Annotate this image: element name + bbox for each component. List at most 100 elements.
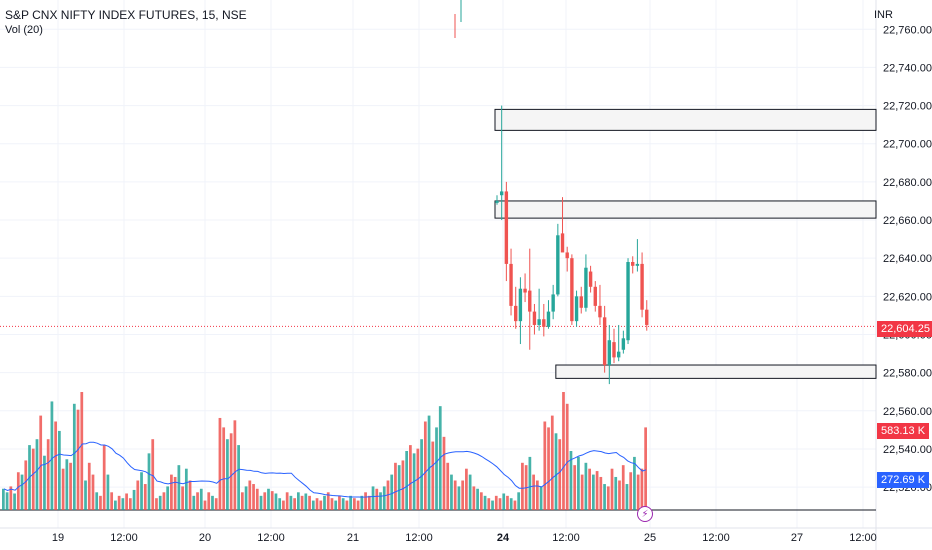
volume-bar bbox=[214, 498, 218, 510]
volume-indicator-label[interactable]: Vol (20) bbox=[5, 24, 43, 36]
volume-bar bbox=[61, 468, 65, 510]
volume-bar bbox=[259, 495, 263, 510]
volume-bar bbox=[614, 476, 618, 510]
time-tick-label: 12:00 bbox=[405, 532, 433, 544]
volume-bar bbox=[498, 498, 502, 510]
volume-bar bbox=[285, 492, 289, 510]
price-tick-label: 22,680.00 bbox=[883, 177, 932, 189]
volume-bars bbox=[2, 392, 647, 510]
volume-bar bbox=[207, 492, 211, 510]
volume-bar bbox=[35, 439, 39, 510]
volume-bar bbox=[640, 468, 644, 510]
candle-body bbox=[523, 288, 527, 293]
time-tick-label: 24 bbox=[497, 532, 510, 544]
volume-bar bbox=[446, 462, 450, 510]
candle-body bbox=[509, 263, 513, 306]
volume-bar bbox=[565, 403, 569, 510]
volume-bar bbox=[87, 462, 91, 510]
candle-body bbox=[588, 271, 593, 287]
candle-body bbox=[584, 267, 588, 308]
candle-body bbox=[631, 262, 635, 266]
volume-bar bbox=[427, 415, 431, 510]
price-tick-label: 22,660.00 bbox=[883, 215, 932, 227]
volume-bar bbox=[431, 441, 435, 510]
volume-bar bbox=[450, 474, 453, 510]
volume-bar bbox=[102, 445, 106, 510]
volume-bar bbox=[13, 493, 16, 510]
support-resistance-zones bbox=[0, 108, 877, 511]
price-tick-label: 22,720.00 bbox=[883, 101, 932, 113]
volume-bar bbox=[199, 488, 203, 510]
volume-bar bbox=[584, 462, 588, 510]
candle-body bbox=[626, 262, 630, 341]
symbol-title[interactable]: S&P CNX NIFTY INDEX FUTURES, 15, NSE bbox=[5, 8, 247, 22]
volume-bar bbox=[140, 472, 143, 510]
volume-bar bbox=[636, 474, 640, 510]
volume-bar bbox=[539, 486, 543, 510]
volume-bar bbox=[603, 484, 606, 510]
volume-bar bbox=[46, 439, 50, 510]
volume-bar bbox=[184, 468, 188, 510]
volume-bar bbox=[311, 500, 315, 510]
volume-bar bbox=[31, 448, 35, 510]
volume-bar bbox=[345, 500, 349, 510]
volume-bar bbox=[532, 474, 535, 510]
candle-body bbox=[499, 191, 504, 196]
candle-body bbox=[528, 290, 532, 312]
volume-bar bbox=[132, 489, 136, 510]
volume-bar bbox=[229, 433, 233, 510]
volume-bar bbox=[181, 486, 184, 510]
volume-bar bbox=[252, 484, 255, 510]
candle-body bbox=[514, 305, 518, 322]
volume-bar bbox=[244, 486, 248, 510]
volume-bar bbox=[423, 421, 427, 510]
lightning-icon[interactable]: ⚡ bbox=[637, 506, 653, 522]
volume-bar bbox=[513, 500, 517, 510]
time-tick-label: 25 bbox=[644, 532, 656, 544]
candle-body bbox=[565, 252, 569, 259]
volume-bar bbox=[382, 486, 386, 510]
candle-body bbox=[616, 351, 621, 358]
candle-body bbox=[621, 338, 626, 350]
candle-body bbox=[542, 319, 546, 327]
time-tick-label: 19 bbox=[52, 532, 64, 544]
volume-bar bbox=[9, 486, 13, 510]
volume-bar bbox=[293, 498, 296, 510]
candle-body bbox=[504, 191, 509, 264]
volume-bar bbox=[595, 471, 599, 510]
volume-bar bbox=[121, 498, 125, 510]
candle-body bbox=[640, 263, 644, 310]
volume-bar bbox=[610, 468, 614, 510]
volume-bar bbox=[353, 498, 356, 510]
volume-bar bbox=[364, 492, 367, 510]
volume-bar bbox=[599, 476, 603, 510]
candle-body bbox=[532, 311, 537, 325]
price-tick-label: 22,540.00 bbox=[883, 444, 932, 456]
volume-bar bbox=[349, 495, 353, 510]
volume-bar bbox=[457, 486, 461, 510]
volume-bar bbox=[341, 498, 345, 510]
volume-bar bbox=[289, 495, 293, 510]
volume-bar bbox=[99, 495, 102, 510]
volume-bar bbox=[136, 480, 140, 510]
volume-bar bbox=[226, 439, 229, 510]
volume-bar bbox=[562, 392, 565, 510]
volume-last-badge: 583.13 K bbox=[877, 423, 930, 439]
volume-bar bbox=[356, 500, 360, 510]
volume-bar bbox=[143, 484, 147, 510]
volume-bar bbox=[125, 493, 128, 510]
volume-bar bbox=[334, 500, 338, 510]
volume-bar bbox=[173, 476, 177, 510]
volume-bar bbox=[588, 468, 591, 510]
volume-bar bbox=[16, 472, 20, 510]
volume-bar bbox=[573, 465, 577, 510]
volume-bar bbox=[644, 427, 647, 510]
volume-bar bbox=[158, 495, 162, 510]
price-tick-label: 22,700.00 bbox=[883, 139, 932, 151]
last-price-badge: 22,604.25 bbox=[877, 321, 932, 337]
volume-bar bbox=[110, 492, 114, 510]
time-tick-label: 27 bbox=[791, 532, 803, 544]
volume-bar bbox=[491, 500, 494, 510]
candle-body bbox=[537, 319, 541, 325]
